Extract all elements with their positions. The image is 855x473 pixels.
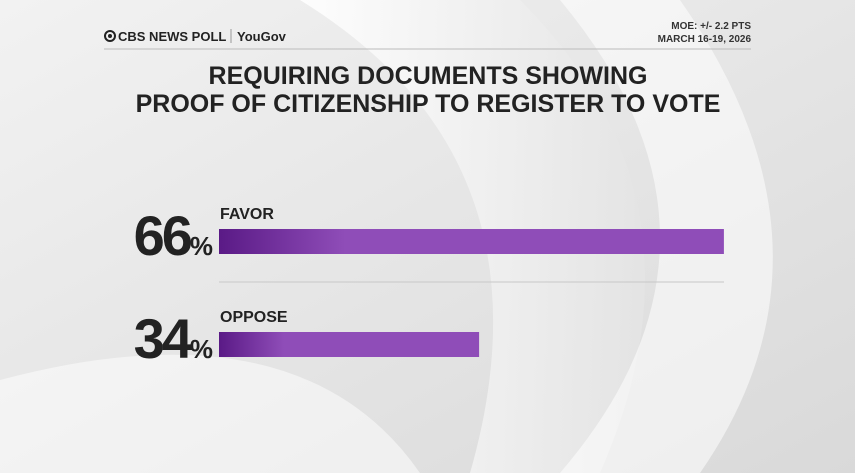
brand: CBS NEWS POLL <box>118 29 226 44</box>
cbs-eye <box>108 34 112 38</box>
bar <box>219 229 724 254</box>
category-label: OPPOSE <box>220 309 288 326</box>
moe: MOE: +/- 2.2 PTS <box>671 21 751 32</box>
chart-title: REQUIRING DOCUMENTS SHOWING <box>209 62 648 90</box>
value-label: 66% <box>134 204 213 267</box>
bar <box>219 332 480 357</box>
cbs-eye <box>104 30 116 42</box>
dates: MARCH 16-19, 2026 <box>658 34 752 45</box>
swoosh <box>300 0 645 473</box>
chart-title: PROOF OF CITIZENSHIP TO REGISTER TO VOTE <box>136 90 721 118</box>
swoosh <box>0 354 420 473</box>
category-label: FAVOR <box>220 206 274 223</box>
value-label: 34% <box>134 307 213 370</box>
partner: YouGov <box>237 29 287 44</box>
